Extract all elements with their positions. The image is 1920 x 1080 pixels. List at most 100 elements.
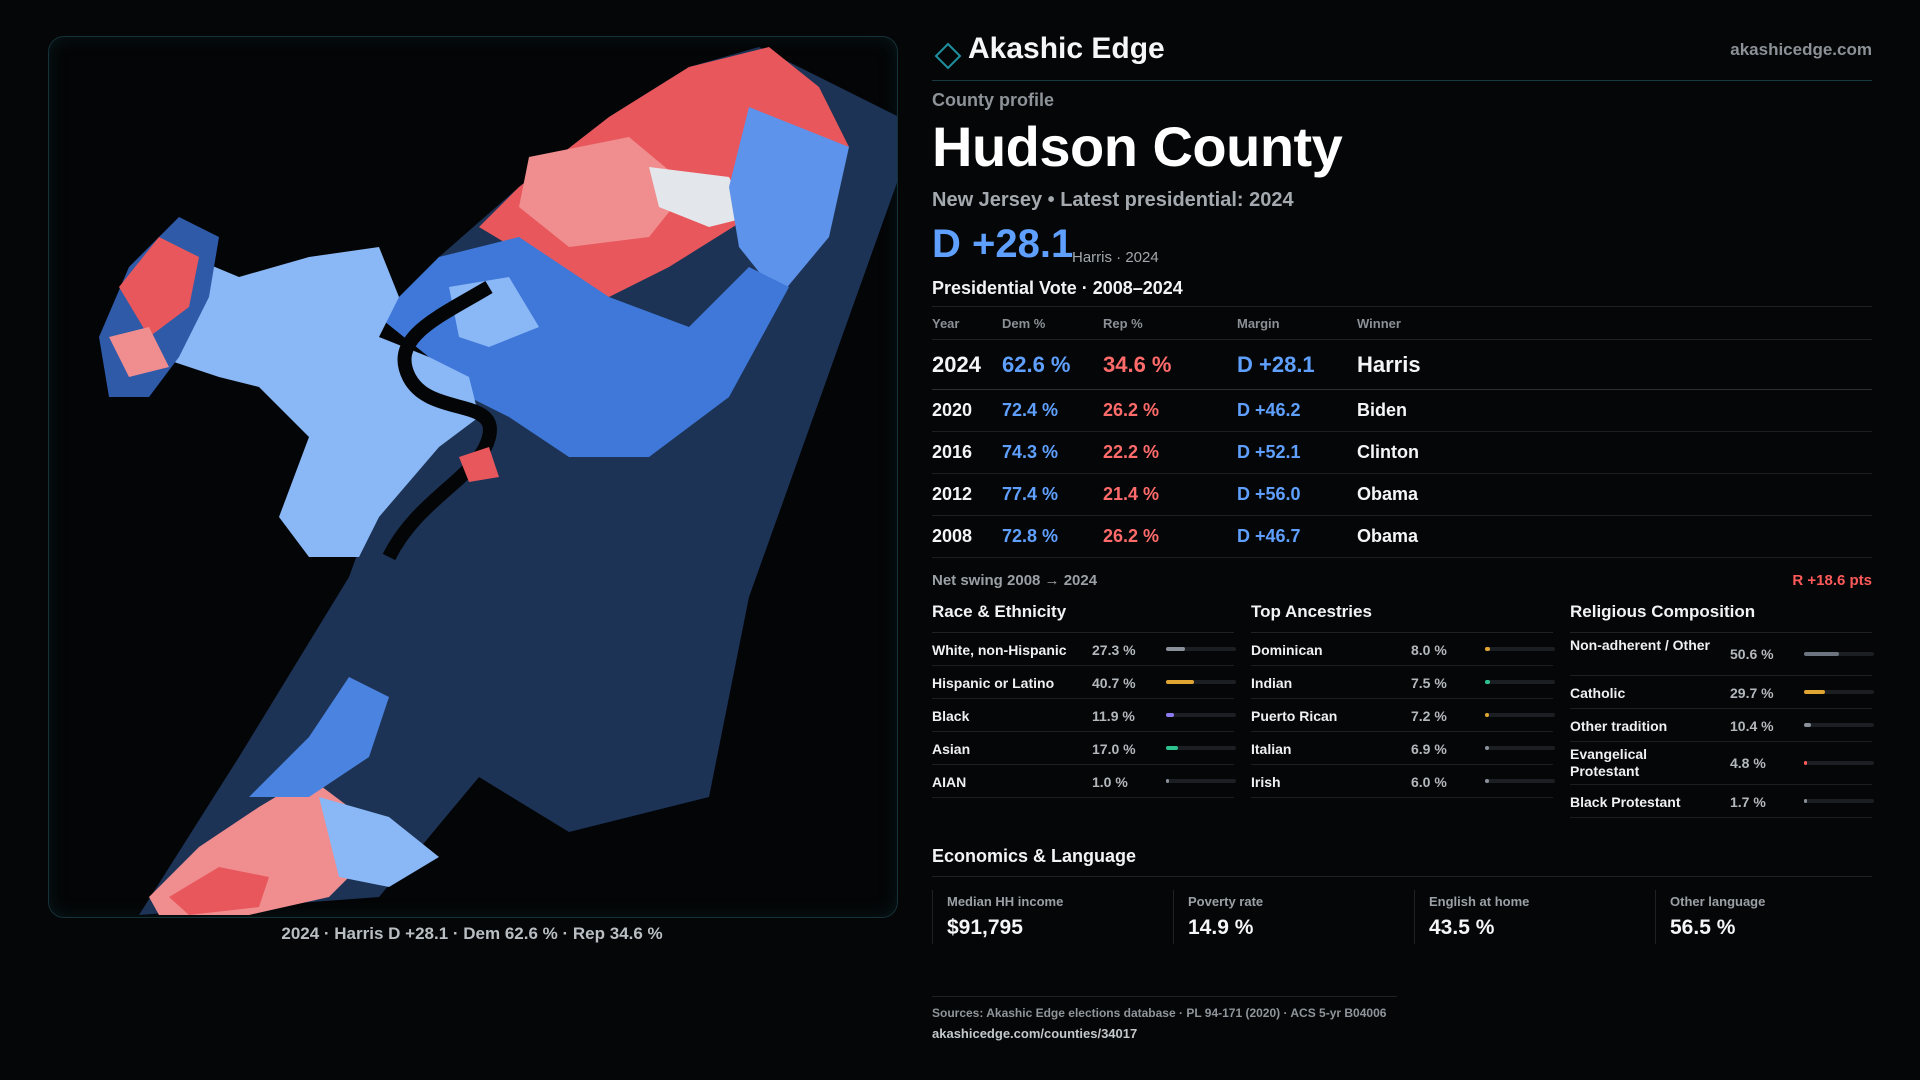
bar-fill <box>1804 652 1840 656</box>
item-label: Italian <box>1251 741 1292 757</box>
cell-year: 2016 <box>932 431 1002 474</box>
bar-track <box>1485 647 1555 651</box>
econ-value: $91,795 <box>947 916 1023 939</box>
item-label: Evangelical Protestant <box>1570 746 1648 779</box>
net-swing-row: Net swing 2008 → 2024 R +18.6 pts <box>932 572 1872 589</box>
map-region-west-red <box>119 237 199 337</box>
col-header-margin: Margin <box>1237 306 1357 340</box>
item-label: Non-adherent / Other <box>1570 637 1711 653</box>
item-value: 29.7 % <box>1730 685 1774 701</box>
diamond-logo-icon <box>934 42 962 70</box>
race-section-title: Race & Ethnicity <box>932 602 1234 633</box>
bar-fill <box>1485 647 1490 651</box>
econ-card: Median HH income $91,795 <box>932 890 1158 944</box>
cell-rep: 22.2 % <box>1103 431 1237 474</box>
latest-margin: D +28.1 <box>932 222 1074 266</box>
econ-value: 14.9 % <box>1188 916 1254 939</box>
bar-fill <box>1166 647 1186 651</box>
econ-card: English at home 43.5 % <box>1414 890 1640 944</box>
page-title: Hudson County <box>932 115 1343 178</box>
brand-url-link[interactable]: akashicedge.com <box>1730 40 1872 59</box>
cell-dem: 72.4 % <box>1002 389 1103 432</box>
econ-label: English at home <box>1429 894 1530 909</box>
map-caption: 2024 · Harris D +28.1 · Dem 62.6 % · Rep… <box>281 924 663 943</box>
item-value: 11.9 % <box>1092 708 1135 724</box>
map-region-north-pink <box>519 137 689 247</box>
item-value: 7.5 % <box>1411 675 1447 691</box>
map-region-jc-red <box>459 447 499 482</box>
list-item: Dominican 8.0 % <box>1251 633 1555 666</box>
page-subtitle: County profile <box>932 90 1054 110</box>
state-line: New Jersey • Latest presidential: 2024 <box>932 189 1294 211</box>
bar-track <box>1166 746 1236 750</box>
bar-track <box>1804 652 1874 656</box>
religion-section-title: Religious Composition <box>1570 602 1872 633</box>
econ-card: Poverty rate 14.9 % <box>1173 890 1399 944</box>
cell-winner: Obama <box>1357 515 1872 558</box>
list-item: White, non-Hispanic 27.3 % <box>932 633 1236 666</box>
ancestry-section-title: Top Ancestries <box>1251 602 1553 633</box>
economics-section-title: Economics & Language <box>932 846 1872 877</box>
cell-winner: Obama <box>1357 473 1872 516</box>
cell-margin: D +46.2 <box>1237 389 1357 432</box>
item-value: 6.9 % <box>1411 741 1447 757</box>
item-label: Black Protestant <box>1570 794 1681 810</box>
econ-label: Median HH income <box>947 894 1064 909</box>
cell-margin: D +28.1 <box>1237 339 1357 390</box>
item-value: 6.0 % <box>1411 774 1447 790</box>
list-item: Asian 17.0 % <box>932 732 1236 765</box>
item-value: 40.7 % <box>1092 675 1136 691</box>
sources-url-link[interactable]: akashicedge.com/counties/34017 <box>932 1026 1138 1041</box>
table-row: 2020 72.4 % 26.2 % D +46.2 Biden <box>932 389 1872 432</box>
cell-rep: 34.6 % <box>1103 339 1237 390</box>
econ-value: 43.5 % <box>1429 916 1495 939</box>
item-value: 50.6 % <box>1730 646 1774 662</box>
econ-value: 56.5 % <box>1670 916 1736 939</box>
item-value: 7.2 % <box>1411 708 1447 724</box>
map-region-south-blue <box>249 677 389 797</box>
col-header-winner: Winner <box>1357 306 1872 340</box>
cell-dem: 77.4 % <box>1002 473 1103 516</box>
cell-year: 2024 <box>932 339 1002 390</box>
bar-fill <box>1804 723 1812 727</box>
cell-rep: 21.4 % <box>1103 473 1237 516</box>
cell-margin: D +56.0 <box>1237 473 1357 516</box>
map-region-west-pink <box>109 327 169 377</box>
table-row: 2024 62.6 % 34.6 % D +28.1 Harris <box>932 339 1872 390</box>
bar-track <box>1166 647 1236 651</box>
bar-track <box>1804 690 1874 694</box>
bar-fill <box>1166 713 1175 717</box>
item-label: Dominican <box>1251 642 1323 658</box>
cell-margin: D +52.1 <box>1237 431 1357 474</box>
cell-year: 2008 <box>932 515 1002 558</box>
net-swing-label: Net swing 2008 → 2024 <box>932 572 1098 589</box>
precinct-map-svg[interactable] <box>49 37 897 917</box>
religion-section: Religious Composition Non-adherent / Oth… <box>1570 602 1874 818</box>
table-row: 2012 77.4 % 21.4 % D +56.0 Obama <box>932 473 1872 516</box>
list-item: Non-adherent / Other 50.6 % <box>1570 633 1874 676</box>
cell-dem: 62.6 % <box>1002 339 1103 390</box>
bar-track <box>1804 723 1874 727</box>
table-row: 2016 74.3 % 22.2 % D +52.1 Clinton <box>932 431 1872 474</box>
county-map[interactable] <box>48 36 898 918</box>
bar-track <box>1166 779 1236 783</box>
table-row: 2008 72.8 % 26.2 % D +46.7 Obama <box>932 515 1872 558</box>
cell-winner: Biden <box>1357 389 1872 432</box>
map-river <box>382 280 497 561</box>
bar-fill <box>1485 779 1489 783</box>
sources-divider <box>932 996 1397 997</box>
list-item: Evangelical Protestant 4.8 % <box>1570 742 1874 785</box>
bar-track <box>1485 746 1555 750</box>
cell-margin: D +46.7 <box>1237 515 1357 558</box>
ancestries-section: Top Ancestries Dominican 8.0 % Indian 7.… <box>1251 602 1555 798</box>
map-region-north-white <box>649 167 749 227</box>
econ-label: Poverty rate <box>1188 894 1264 909</box>
list-item: Black Protestant 1.7 % <box>1570 785 1874 818</box>
list-item: Italian 6.9 % <box>1251 732 1555 765</box>
race-ethnicity-section: Race & Ethnicity White, non-Hispanic 27.… <box>932 602 1236 798</box>
bar-fill <box>1166 779 1169 783</box>
cell-rep: 26.2 % <box>1103 389 1237 432</box>
col-header-dem: Dem % <box>1002 306 1103 340</box>
item-label: Asian <box>932 741 971 757</box>
map-region-south-red <box>169 867 269 915</box>
